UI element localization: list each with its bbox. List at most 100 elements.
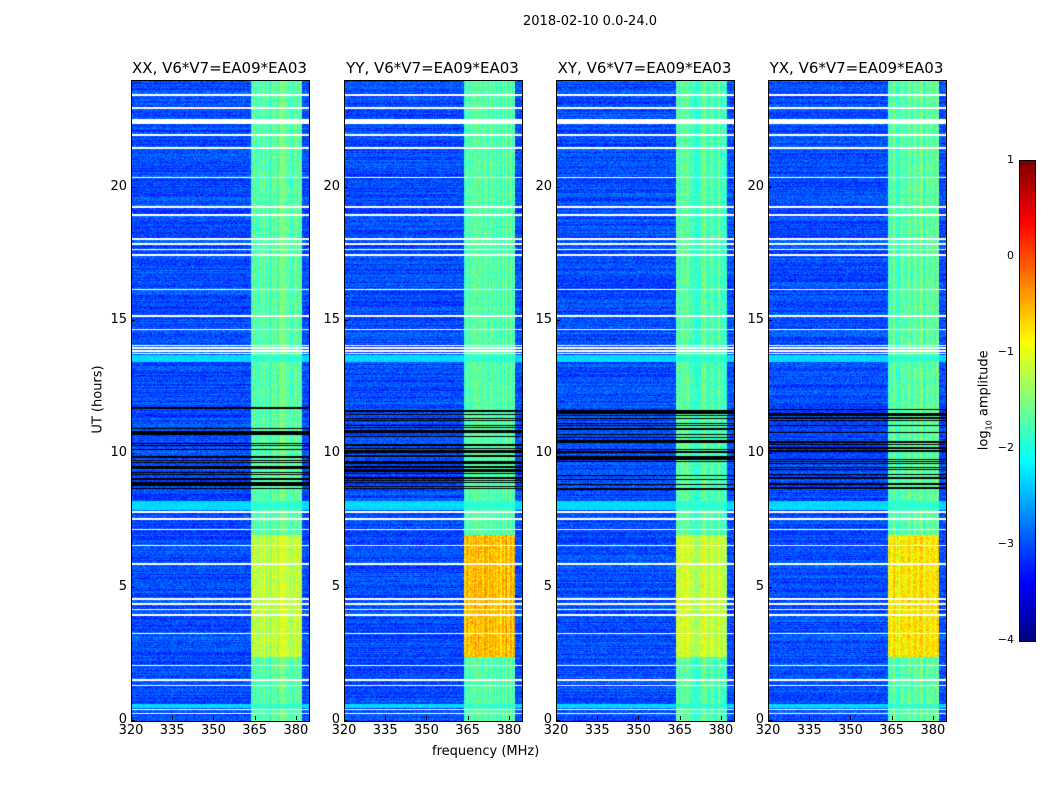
x-tick-mark bbox=[891, 716, 893, 720]
x-tick-label: 350 bbox=[838, 723, 863, 738]
x-tick-label: 320 bbox=[755, 723, 781, 738]
colorbar-tick-label: −2 bbox=[997, 441, 1014, 454]
x-tick-mark bbox=[344, 716, 345, 720]
y-tick-mark bbox=[556, 720, 560, 721]
x-tick-label: 335 bbox=[796, 723, 822, 738]
y-tick-label: 15 bbox=[323, 312, 340, 327]
y-tick-label: 10 bbox=[535, 445, 552, 461]
x-tick-mark bbox=[131, 716, 132, 720]
x-tick-mark bbox=[850, 716, 852, 720]
y-tick-label: 15 bbox=[535, 312, 552, 327]
x-tick-mark bbox=[254, 716, 256, 720]
y-tick-mark bbox=[556, 186, 560, 188]
x-tick-mark bbox=[508, 716, 510, 720]
x-tick-label: 335 bbox=[372, 723, 398, 738]
x-tick-label: 350 bbox=[626, 723, 651, 738]
y-tick-mark bbox=[556, 586, 560, 588]
x-tick-label: 380 bbox=[496, 723, 522, 738]
y-tick-label: 0 bbox=[331, 712, 340, 727]
y-tick-mark bbox=[768, 586, 772, 588]
y-tick-mark bbox=[344, 320, 348, 321]
y-tick-label: 5 bbox=[331, 578, 340, 594]
x-tick-mark bbox=[679, 716, 681, 720]
colorbar-tick-label: −4 bbox=[997, 633, 1014, 646]
x-tick-mark bbox=[385, 716, 387, 720]
y-tick-label: 20 bbox=[747, 178, 764, 194]
y-tick-label: 10 bbox=[747, 445, 764, 461]
x-tick-label: 335 bbox=[159, 723, 185, 738]
y-tick-label: 20 bbox=[323, 178, 340, 194]
x-tick-mark bbox=[426, 716, 428, 720]
y-tick-mark bbox=[768, 186, 772, 188]
y-tick-mark bbox=[344, 586, 348, 588]
y-tick-mark bbox=[556, 453, 560, 455]
x-tick-label: 380 bbox=[708, 723, 734, 738]
x-tick-label: 335 bbox=[584, 723, 610, 738]
panel-title: XY, V6*V7=EA09*EA03 bbox=[557, 59, 732, 77]
colorbar-tick-label: 1 bbox=[1007, 153, 1014, 166]
x-tick-mark bbox=[295, 716, 297, 720]
x-tick-mark bbox=[556, 716, 557, 720]
spectrogram-panel-3 bbox=[768, 80, 947, 722]
x-tick-label: 320 bbox=[331, 723, 357, 738]
x-tick-label: 350 bbox=[201, 723, 226, 738]
y-tick-label: 0 bbox=[755, 712, 764, 727]
x-tick-label: 365 bbox=[667, 723, 693, 738]
panel-title: YY, V6*V7=EA09*EA03 bbox=[346, 59, 519, 77]
x-tick-mark bbox=[213, 716, 215, 720]
x-tick-label: 350 bbox=[414, 723, 439, 738]
y-tick-label: 5 bbox=[118, 578, 127, 594]
x-tick-mark bbox=[768, 716, 769, 720]
y-tick-mark bbox=[344, 720, 348, 721]
x-tick-mark bbox=[467, 716, 469, 720]
colorbar-tick-label: −1 bbox=[997, 345, 1014, 358]
x-tick-mark bbox=[720, 716, 722, 720]
x-tick-label: 320 bbox=[543, 723, 569, 738]
x-tick-label: 365 bbox=[242, 723, 268, 738]
x-tick-mark bbox=[597, 716, 599, 720]
y-tick-mark bbox=[768, 720, 772, 721]
y-tick-label: 10 bbox=[323, 445, 340, 461]
x-tick-mark bbox=[172, 716, 174, 720]
y-tick-mark bbox=[768, 320, 772, 321]
colorbar-label-sub: 10 bbox=[984, 420, 994, 431]
spectrogram-panel-1 bbox=[344, 80, 523, 722]
y-tick-mark bbox=[131, 186, 135, 188]
x-tick-label: 365 bbox=[455, 723, 481, 738]
y-tick-mark bbox=[344, 186, 348, 188]
y-tick-mark bbox=[344, 453, 348, 455]
y-tick-label: 15 bbox=[747, 312, 764, 327]
spectrogram-panel-2 bbox=[556, 80, 735, 722]
y-tick-mark bbox=[131, 320, 135, 321]
y-axis-label: UT (hours) bbox=[90, 365, 106, 434]
colorbar-label: log10 amplitude bbox=[977, 345, 994, 455]
y-tick-label: 20 bbox=[535, 178, 552, 194]
colorbar-tick-label: −3 bbox=[997, 537, 1014, 550]
y-tick-label: 20 bbox=[110, 178, 127, 194]
x-tick-mark bbox=[809, 716, 811, 720]
x-tick-label: 380 bbox=[920, 723, 946, 738]
panel-title: XX, V6*V7=EA09*EA03 bbox=[132, 59, 307, 77]
x-tick-mark bbox=[932, 716, 934, 720]
y-tick-mark bbox=[131, 720, 135, 721]
y-tick-mark bbox=[768, 453, 772, 455]
y-tick-label: 0 bbox=[118, 712, 127, 727]
y-tick-label: 10 bbox=[110, 445, 127, 461]
colorbar-label-log: log bbox=[976, 430, 992, 451]
figure-title: 2018-02-10 0.0-24.0 bbox=[523, 14, 657, 29]
y-tick-mark bbox=[131, 453, 135, 455]
colorbar-label-rest: amplitude bbox=[976, 350, 992, 421]
x-tick-label: 365 bbox=[879, 723, 905, 738]
x-tick-label: 320 bbox=[118, 723, 144, 738]
y-tick-label: 0 bbox=[543, 712, 552, 727]
x-axis-label: frequency (MHz) bbox=[432, 744, 540, 759]
x-tick-mark bbox=[638, 716, 640, 720]
panel-title: YX, V6*V7=EA09*EA03 bbox=[769, 59, 944, 77]
spectrogram-panel-0 bbox=[131, 80, 310, 722]
y-tick-mark bbox=[556, 320, 560, 321]
y-tick-label: 5 bbox=[755, 578, 764, 594]
y-tick-mark bbox=[131, 586, 135, 588]
x-tick-label: 380 bbox=[283, 723, 309, 738]
colorbar bbox=[1019, 160, 1036, 642]
